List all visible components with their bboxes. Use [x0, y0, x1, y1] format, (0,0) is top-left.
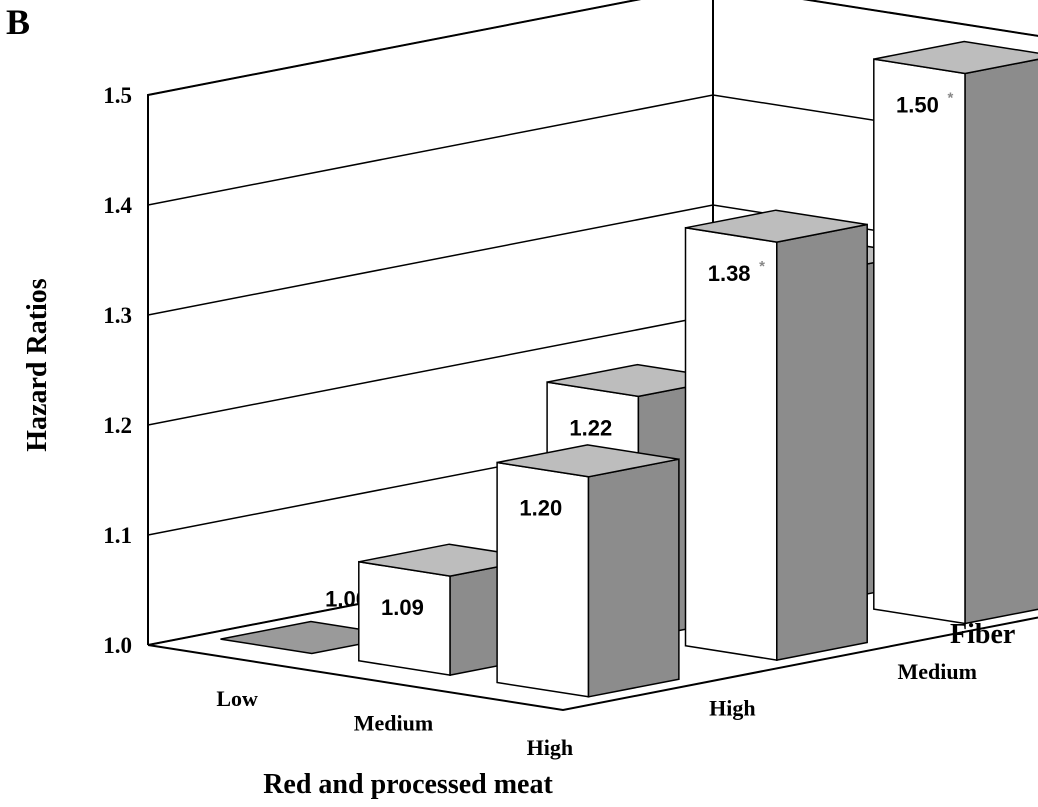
bar-side-face	[964, 58, 1038, 625]
y-tick-label: 1.2	[103, 413, 132, 438]
bar-top-face	[496, 444, 680, 478]
z-axis-title: Fiber	[950, 619, 1015, 650]
z-category-label: Medium	[898, 659, 977, 684]
bar-value-label: 1.20	[519, 496, 562, 521]
x-axis-title: Red and processed meat	[263, 769, 553, 800]
y-tick-label: 1.0	[103, 633, 132, 658]
bars: 0.931.301.50*11.221.38*1.001.091.20	[220, 40, 1038, 698]
bar-high-meat-high-fiber: 1.20	[496, 444, 680, 698]
bar-value-label: 1.38	[708, 261, 751, 286]
x-category-label: Low	[216, 686, 258, 711]
bar-high-meat-medium-fiber: 1.38 *	[684, 209, 868, 662]
bar-side-face	[587, 458, 680, 698]
y-tick-label: 1.4	[103, 193, 132, 218]
bar-value-label: 1.50	[896, 92, 939, 117]
wall-outline	[147, 0, 1038, 645]
z-category-label: High	[709, 696, 755, 721]
bar-value-label: 1.09	[381, 595, 424, 620]
bar-top-face	[685, 209, 868, 243]
significance-marker: *	[947, 89, 953, 106]
y-axis-title: Hazard Ratios	[22, 278, 53, 452]
y-tick-label: 1.3	[103, 303, 132, 328]
x-category-label: High	[527, 735, 573, 760]
gridline	[147, 0, 1038, 96]
y-tick-label: 1.1	[103, 523, 132, 548]
bar-side-face	[776, 223, 868, 662]
bar-front-face	[873, 58, 966, 625]
significance-marker: *	[759, 258, 765, 275]
panel-letter: B	[6, 2, 30, 42]
y-tick-label: 1.5	[103, 83, 132, 108]
bar-top-face	[873, 40, 1038, 75]
y-axis-ticks: 1.0 1.1 1.2 1.3 1.4 1.5	[103, 83, 132, 658]
bar-high-meat-low-fiber: 1.50 *	[873, 40, 1038, 625]
bar-front-face	[684, 226, 778, 661]
x-category-label: Medium	[354, 711, 433, 736]
category-labels: LowMediumHighLowMediumHigh	[216, 659, 977, 760]
bar-value-label: 1.22	[569, 415, 612, 440]
